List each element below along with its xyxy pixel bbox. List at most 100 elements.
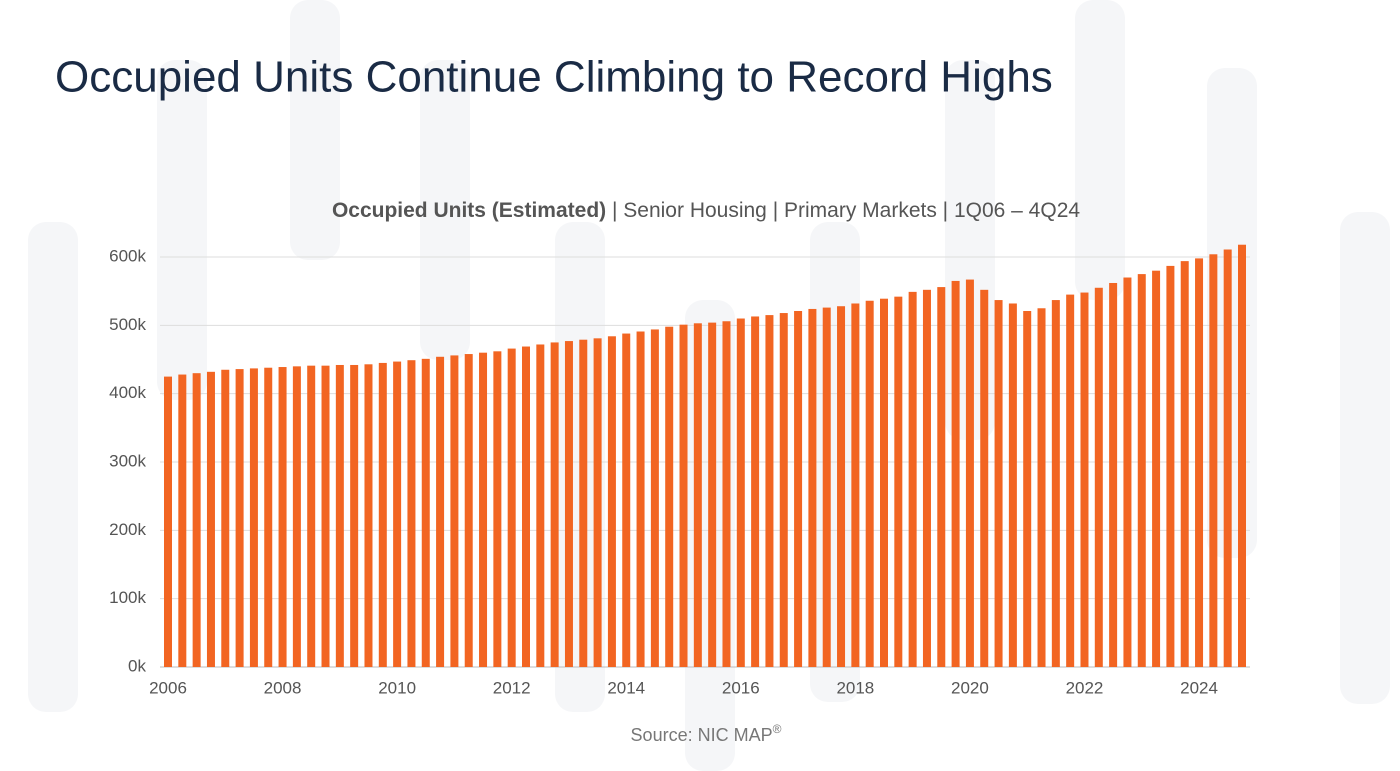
- source: Source: NIC MAP®: [631, 722, 782, 745]
- y-tick-label: 500k: [109, 315, 146, 334]
- bar: [564, 341, 573, 667]
- bar: [751, 316, 760, 667]
- source-text: Source: NIC MAP: [631, 725, 773, 745]
- bar: [450, 355, 459, 667]
- bar: [479, 352, 488, 667]
- bar: [507, 348, 516, 667]
- bar: [221, 369, 230, 667]
- x-tick-label: 2022: [1066, 678, 1104, 697]
- bar: [1109, 282, 1118, 667]
- bar: [593, 338, 602, 667]
- x-tick-label: 2020: [951, 678, 989, 697]
- bar: [436, 356, 445, 667]
- bar: [421, 358, 430, 667]
- bar: [650, 329, 659, 667]
- bar: [908, 291, 917, 667]
- chart-title: Occupied Units Continue Climbing to Reco…: [55, 53, 1053, 102]
- bar: [164, 376, 172, 667]
- bar: [1223, 249, 1232, 667]
- bar: [1080, 292, 1089, 667]
- bar: [1051, 300, 1060, 667]
- y-tick-label: 300k: [109, 451, 146, 470]
- bar: [1094, 287, 1103, 667]
- bar: [1238, 244, 1246, 668]
- bar: [794, 311, 803, 667]
- bar: [393, 361, 402, 667]
- y-tick-label: 0k: [128, 656, 146, 675]
- bar: [851, 303, 860, 667]
- bar: [693, 323, 702, 667]
- bar: [1180, 261, 1189, 667]
- bar: [765, 315, 774, 667]
- subtitle-rest: | Senior Housing | Primary Markets | 1Q0…: [606, 199, 1080, 222]
- bar: [1152, 270, 1161, 667]
- bar: [536, 344, 545, 667]
- bar: [980, 289, 989, 667]
- bar: [665, 326, 674, 667]
- bar: [1066, 294, 1075, 667]
- bar: [235, 369, 244, 667]
- bar: [636, 331, 645, 667]
- bar: [1166, 265, 1175, 667]
- bar: [1123, 277, 1132, 667]
- y-tick-label: 600k: [109, 247, 146, 266]
- x-tick-label: 2016: [722, 678, 760, 697]
- bar: [278, 367, 287, 667]
- bar: [865, 300, 874, 667]
- bar: [708, 322, 717, 667]
- x-tick-label: 2014: [607, 678, 645, 697]
- bar: [1137, 274, 1146, 667]
- bar: [894, 296, 903, 667]
- bar: [880, 298, 888, 667]
- bar: [579, 339, 588, 667]
- x-tick-label: 2006: [149, 678, 187, 697]
- bar: [1008, 303, 1017, 667]
- bar: [249, 368, 258, 667]
- bar: [736, 318, 745, 667]
- bar: [321, 365, 330, 667]
- bar: [364, 364, 373, 667]
- bar: [1023, 311, 1032, 667]
- bar: [837, 306, 846, 667]
- bar: [350, 364, 359, 667]
- y-tick-label: 200k: [109, 520, 146, 539]
- bar: [994, 300, 1003, 667]
- bar: [264, 367, 273, 667]
- bar: [951, 280, 960, 667]
- bar: [192, 373, 201, 667]
- bar: [292, 366, 301, 667]
- bar: [779, 313, 788, 667]
- bar: [965, 279, 974, 667]
- bar: [335, 364, 344, 667]
- bar: [464, 354, 473, 667]
- bar: [493, 351, 502, 667]
- bar: [808, 308, 817, 667]
- bar: [607, 336, 616, 667]
- y-tick-label: 100k: [109, 588, 146, 607]
- bar: [206, 371, 215, 667]
- bar: [1037, 308, 1046, 667]
- bar: [378, 362, 387, 667]
- source-mark: ®: [773, 722, 782, 736]
- chart-subtitle: Occupied Units (Estimated) | Senior Hous…: [332, 199, 1080, 222]
- bar: [550, 342, 559, 667]
- bar: [522, 346, 530, 667]
- bar: [1195, 258, 1204, 667]
- x-tick-label: 2008: [264, 678, 302, 697]
- bar: [722, 321, 731, 667]
- x-tick-label: 2024: [1180, 678, 1218, 697]
- bar: [937, 287, 946, 667]
- bar: [307, 365, 316, 667]
- bar: [622, 333, 631, 667]
- bar: [1209, 254, 1218, 667]
- x-tick-label: 2012: [493, 678, 531, 697]
- bar: [407, 360, 416, 667]
- bar: [922, 289, 931, 667]
- y-tick-label: 400k: [109, 383, 146, 402]
- x-tick-label: 2018: [836, 678, 874, 697]
- bar: [679, 324, 688, 667]
- bar: [822, 307, 831, 667]
- bar: [178, 374, 187, 667]
